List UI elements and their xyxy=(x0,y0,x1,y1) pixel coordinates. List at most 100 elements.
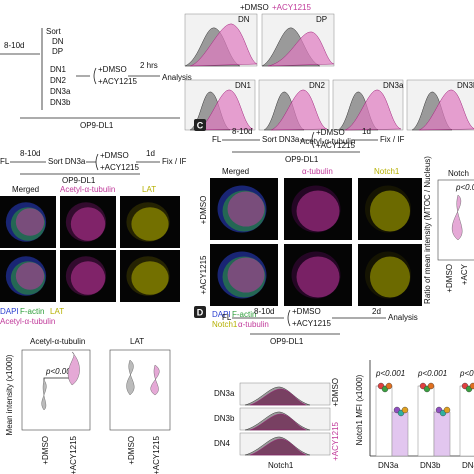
treatment: +DMSO xyxy=(100,151,129,160)
histograms: DN DP DN1 DN2 DN3a DN3b Acetyl-α-tubulin xyxy=(184,13,474,146)
bar-acy xyxy=(391,411,409,457)
column-label: Merged xyxy=(222,167,249,176)
y-label: Ratio of mean intensity (MTOC / Nucleus) xyxy=(423,156,432,304)
hist-label: DP xyxy=(316,15,327,24)
cell-signal xyxy=(369,256,411,298)
hist-acy xyxy=(249,438,307,456)
culture: OP9-DL1 xyxy=(62,176,96,185)
legend: DAPI xyxy=(0,307,19,316)
panel-b: FL 8-10d Sort DN3a +DMSO +ACY1215 1d Fix… xyxy=(0,149,187,474)
time: 2 hrs xyxy=(140,61,158,70)
hist-acy xyxy=(267,31,335,67)
time: 1d xyxy=(362,127,371,136)
y-label: Notch1 MFI (x1000) xyxy=(355,374,364,445)
cell-signal xyxy=(15,208,45,236)
legend: Notch1 xyxy=(212,320,238,329)
hist-acy xyxy=(344,89,402,131)
treatment: +ACY1215 xyxy=(316,141,355,150)
hist-label: DN xyxy=(238,15,250,24)
hist-label: DN3a xyxy=(214,389,235,398)
hist-label: DN3a xyxy=(383,81,404,90)
dot xyxy=(401,406,409,414)
bar-dmso xyxy=(375,385,393,457)
pop: DN xyxy=(52,37,64,46)
legend: α-tubulin xyxy=(238,320,269,329)
row-label: +DMSO xyxy=(199,196,208,225)
plot-frame xyxy=(21,349,91,431)
hist-acy xyxy=(196,89,254,131)
source: FL xyxy=(0,157,10,166)
bar-dmso xyxy=(417,385,435,457)
group: +DMSO xyxy=(127,436,136,465)
p-value: p<0.001 xyxy=(375,369,405,378)
pop: DN3b xyxy=(50,98,71,107)
treatment: +DMSO xyxy=(292,307,321,316)
treatment: +DMSO xyxy=(316,128,345,137)
treatment: +DMSO xyxy=(98,65,127,74)
culture: OP9-DL1 xyxy=(285,155,319,164)
plot-title: Acetyl-α-tubulin xyxy=(30,337,85,346)
group: +ACY1215 xyxy=(331,421,340,460)
cell-signal xyxy=(296,256,340,298)
column-label: Acetyl-α-tubulin xyxy=(60,185,115,194)
source: FL xyxy=(212,135,222,144)
dot xyxy=(469,382,474,390)
column-label: Notch xyxy=(448,169,469,178)
panel-d: D FL 8-10d +DMSO +ACY1215 2d Analysis OP… xyxy=(194,306,474,470)
cell-signal xyxy=(131,261,169,295)
hist-label: DN3b xyxy=(457,81,474,90)
legend: Acetyl-α-tubulin xyxy=(0,317,55,326)
group: +ACY xyxy=(460,263,469,285)
duration: 8-10d xyxy=(254,307,274,316)
hist-acy xyxy=(189,23,258,67)
badge-label: C xyxy=(197,120,204,130)
pop: DN3a xyxy=(50,87,71,96)
bar-dmso xyxy=(459,385,474,457)
p-value: p<0.001 xyxy=(417,369,447,378)
badge xyxy=(194,119,206,131)
group: +DMSO xyxy=(41,436,50,465)
badge xyxy=(194,306,206,318)
hist-label: DN1 xyxy=(235,81,252,90)
y-label: Mean intensity (x1000) xyxy=(5,354,14,435)
plot-title: LAT xyxy=(130,337,144,346)
arrow xyxy=(0,28,43,110)
violin xyxy=(126,359,135,396)
plot-frame xyxy=(437,179,474,261)
pop: DN2 xyxy=(50,76,67,85)
hist-acy xyxy=(249,413,307,431)
readout: Analysis xyxy=(162,73,192,82)
dot xyxy=(443,406,451,414)
violin xyxy=(150,364,160,396)
time: 1d xyxy=(146,149,155,158)
violin xyxy=(67,351,80,386)
cell-signal xyxy=(15,262,45,290)
duration: 8-10d xyxy=(20,149,40,158)
dot xyxy=(385,382,393,390)
readout: Fix / IF xyxy=(380,135,405,144)
p-value: p<0.001 xyxy=(459,369,474,378)
violin xyxy=(451,194,463,241)
badge-label: D xyxy=(197,307,204,317)
treatment: +ACY1215 xyxy=(292,319,331,328)
violin xyxy=(41,379,47,411)
p-value: p<0.001 xyxy=(45,367,75,376)
panel-c: C FL 8-10d Sort DN3a +DMSO +ACY1215 1d F… xyxy=(194,119,474,329)
column-label: Merged xyxy=(12,185,39,194)
cell-signal xyxy=(70,207,106,241)
p-value: p<0.0 xyxy=(455,183,474,192)
arrow xyxy=(232,309,386,327)
hist-acy xyxy=(270,89,328,131)
cell-signal xyxy=(227,191,265,227)
culture: OP9-DL1 xyxy=(270,337,304,346)
row-label: +ACY1215 xyxy=(199,255,208,294)
time: 2d xyxy=(372,307,381,316)
pop: DP xyxy=(52,47,63,56)
hist-acy xyxy=(418,89,474,131)
group: +DMSO xyxy=(331,378,340,407)
cell-signal xyxy=(369,190,411,232)
sort: Sort DN3a xyxy=(262,135,300,144)
cell-signal xyxy=(131,207,169,241)
source: FL xyxy=(222,313,232,322)
